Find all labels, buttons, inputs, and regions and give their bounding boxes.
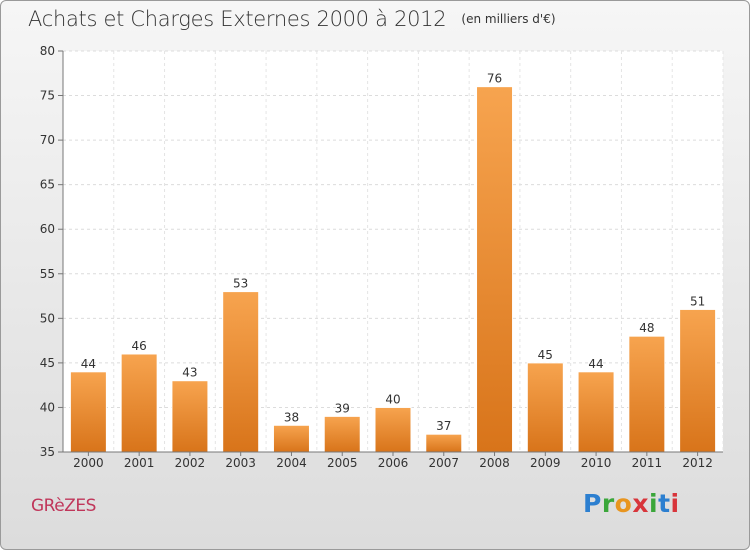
y-tick-label: 35 bbox=[40, 445, 55, 459]
data-label: 37 bbox=[436, 419, 451, 433]
data-label: 39 bbox=[335, 401, 350, 415]
bar-2008 bbox=[476, 86, 514, 453]
data-label: 46 bbox=[132, 339, 147, 353]
y-tick-label: 55 bbox=[40, 267, 55, 281]
bar-2002 bbox=[171, 380, 209, 453]
bar-2000 bbox=[69, 371, 107, 453]
x-tick-label: 2004 bbox=[276, 456, 307, 470]
y-tick-label: 80 bbox=[40, 44, 55, 58]
data-label: 43 bbox=[182, 366, 197, 380]
x-tick-label: 2005 bbox=[327, 456, 358, 470]
bar-2004 bbox=[272, 424, 310, 453]
y-tick-label: 50 bbox=[40, 311, 55, 325]
x-tick-label: 2000 bbox=[73, 456, 104, 470]
x-tick-label: 2008 bbox=[479, 456, 510, 470]
y-tick-label: 70 bbox=[40, 133, 55, 147]
bar-2001 bbox=[120, 353, 158, 453]
x-tick-label: 2006 bbox=[378, 456, 409, 470]
x-tick-label: 2002 bbox=[175, 456, 206, 470]
bar-2011 bbox=[628, 335, 666, 453]
chart-title-text: Achats et Charges Externes 2000 à 2012 bbox=[28, 7, 447, 31]
data-label: 53 bbox=[233, 277, 248, 291]
bar-2010 bbox=[577, 371, 615, 453]
bar-2006 bbox=[374, 406, 412, 453]
bar-2012 bbox=[679, 308, 717, 453]
y-tick-label: 65 bbox=[40, 178, 55, 192]
bar-2007 bbox=[425, 433, 463, 453]
x-tick-label: 2001 bbox=[124, 456, 155, 470]
chart-title: Achats et Charges Externes 2000 à 2012 (… bbox=[28, 7, 556, 31]
data-label: 51 bbox=[690, 294, 705, 308]
chart-subtitle: (en milliers d'€) bbox=[461, 12, 556, 26]
y-tick-label: 75 bbox=[40, 89, 55, 103]
data-label: 48 bbox=[639, 321, 654, 335]
x-tick-label: 2007 bbox=[428, 456, 459, 470]
x-tick-label: 2009 bbox=[530, 456, 561, 470]
bar-2005 bbox=[323, 415, 361, 453]
x-tick-label: 2012 bbox=[682, 456, 713, 470]
data-label: 38 bbox=[284, 410, 299, 424]
proxiti-logo: Proxiti bbox=[583, 489, 680, 518]
data-label: 40 bbox=[385, 392, 400, 406]
y-tick-label: 60 bbox=[40, 222, 55, 236]
bar-2009 bbox=[526, 362, 564, 453]
data-label: 44 bbox=[81, 357, 96, 371]
y-tick-label: 40 bbox=[40, 400, 55, 414]
bar-2003 bbox=[222, 291, 260, 453]
data-label: 44 bbox=[588, 357, 603, 371]
y-tick-label: 45 bbox=[40, 356, 55, 370]
data-label: 45 bbox=[538, 348, 553, 362]
data-label: 76 bbox=[487, 72, 502, 86]
x-tick-label: 2010 bbox=[581, 456, 612, 470]
x-tick-label: 2011 bbox=[632, 456, 663, 470]
x-tick-label: 2003 bbox=[225, 456, 256, 470]
commune-name: GRèZES bbox=[31, 496, 96, 516]
